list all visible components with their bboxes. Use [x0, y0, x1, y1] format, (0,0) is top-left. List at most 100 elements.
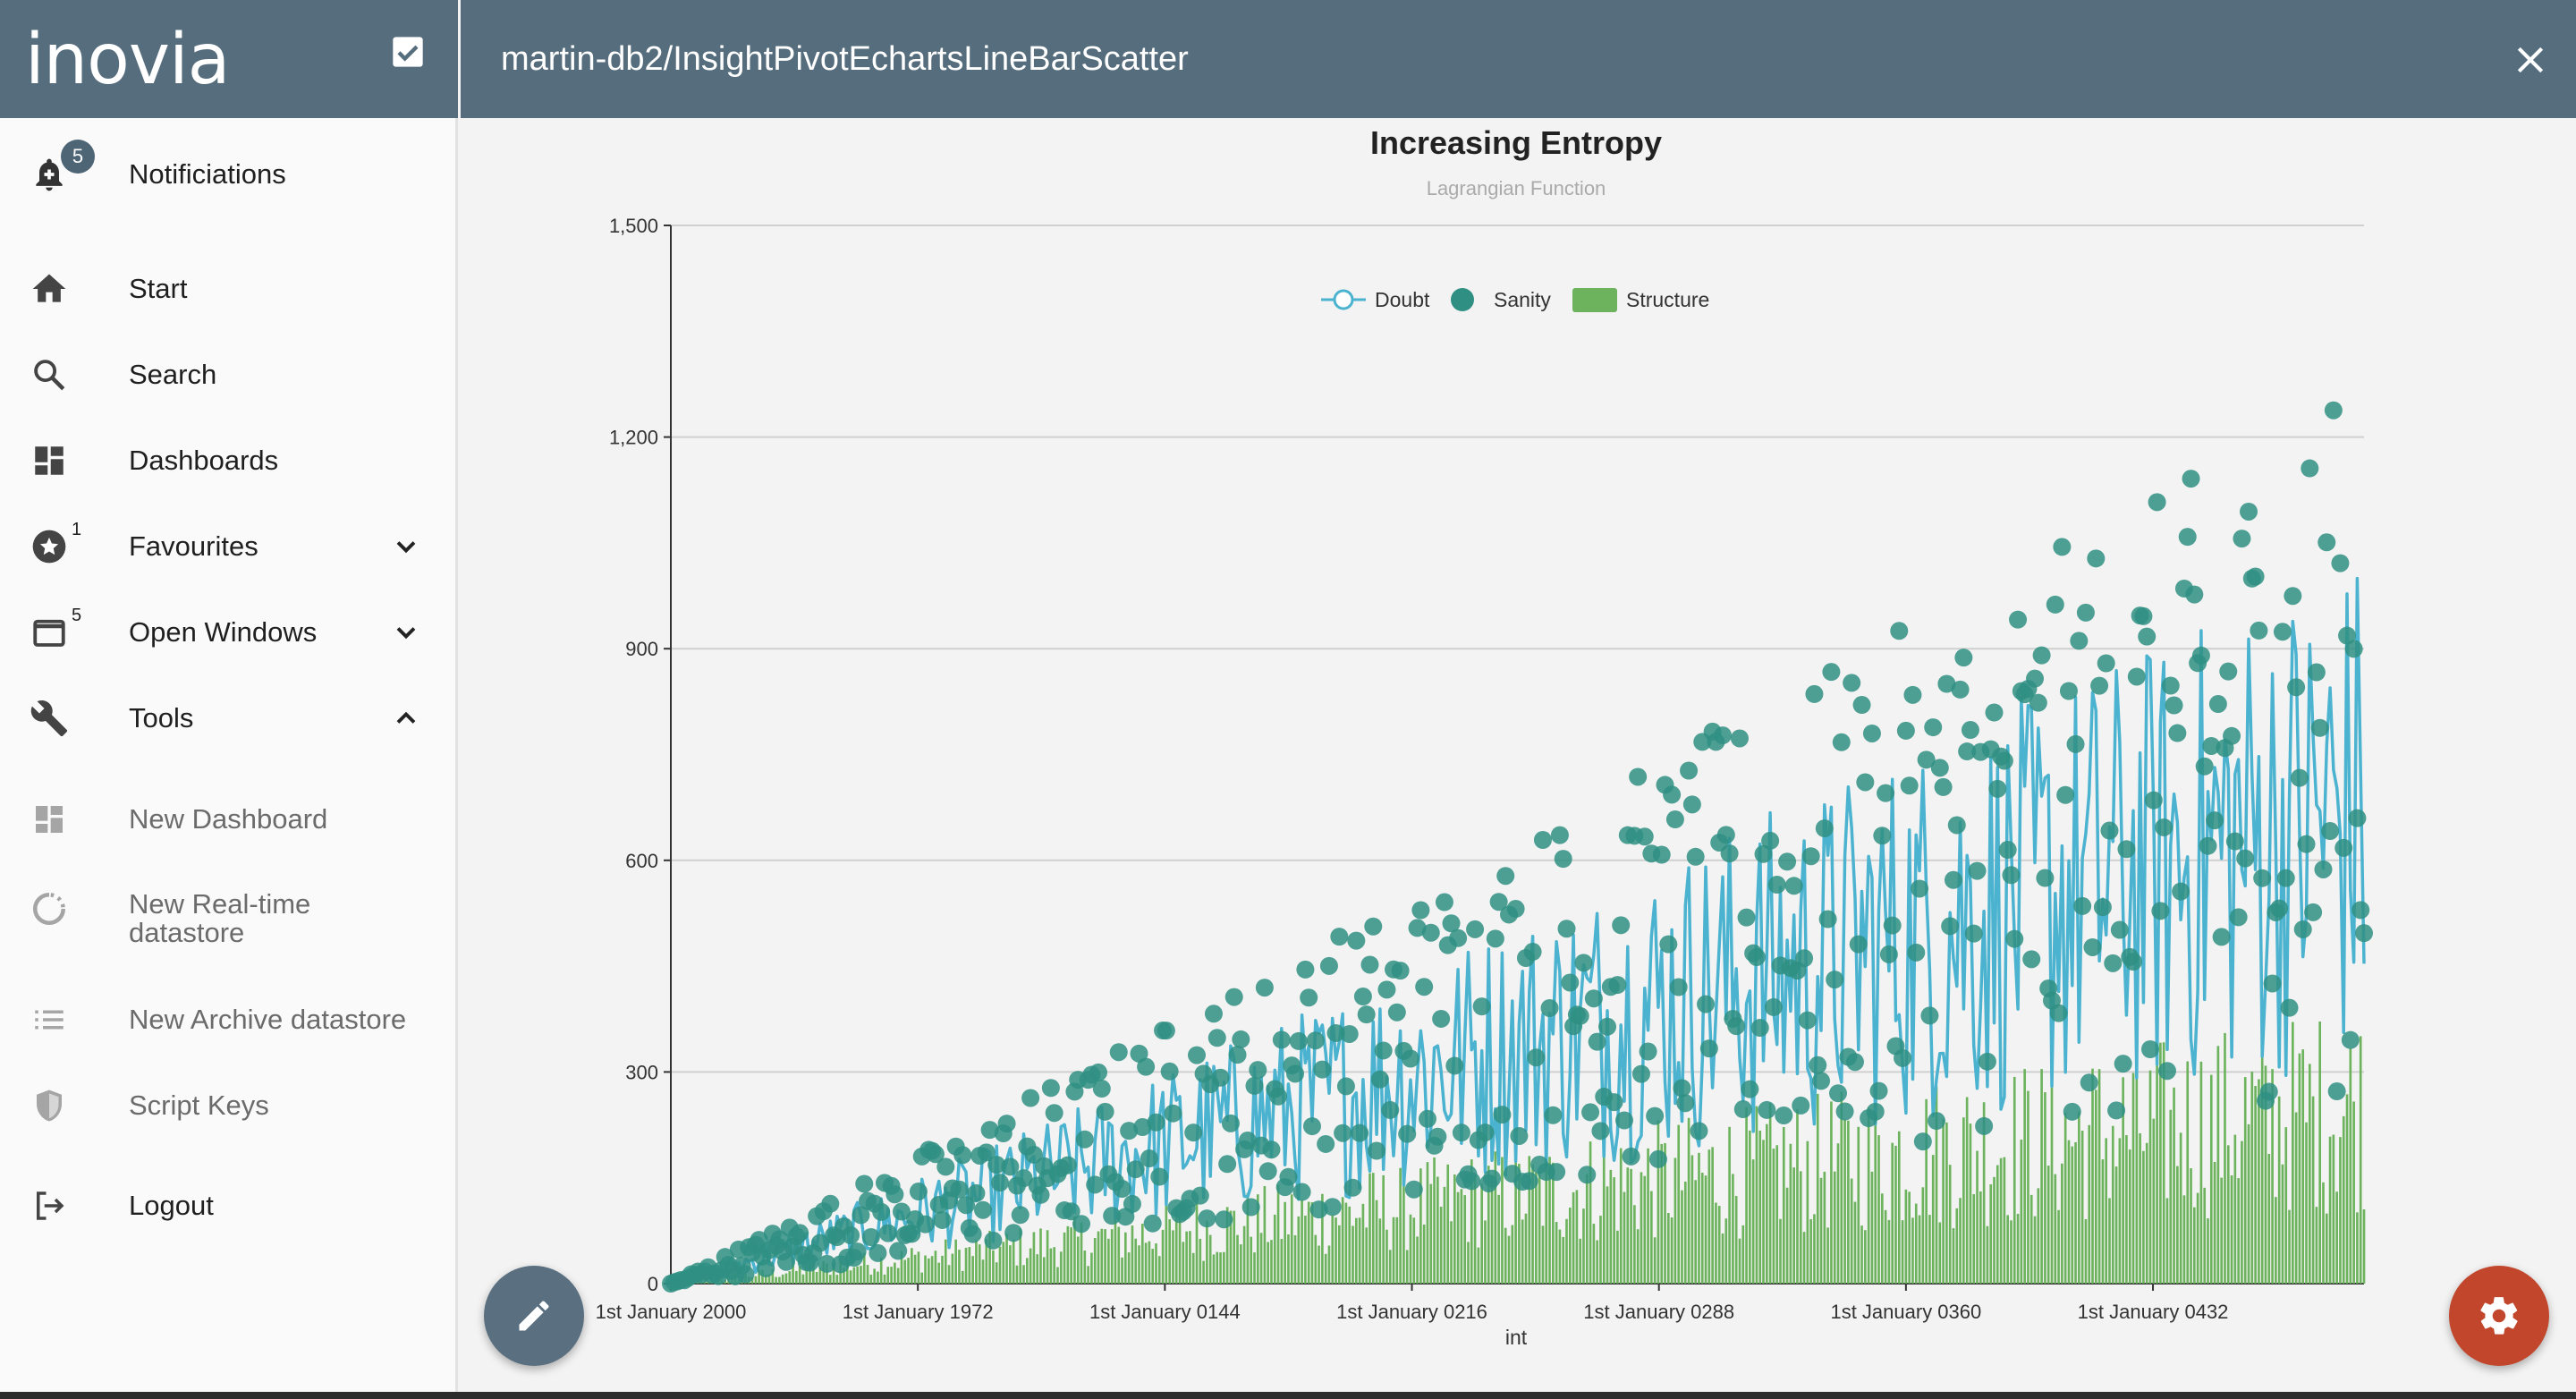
- structure-bar: [1606, 1186, 1609, 1284]
- structure-bar: [2044, 1092, 2046, 1284]
- sanity-point: [984, 1231, 1003, 1250]
- structure-bar: [886, 1267, 890, 1284]
- sanity-point: [1357, 1005, 1376, 1024]
- structure-bar: [1402, 1164, 1405, 1284]
- structure-bar: [1453, 1174, 1456, 1284]
- sanity-point: [2056, 785, 2075, 804]
- structure-bar: [1456, 1191, 1460, 1284]
- sanity-point: [2233, 530, 2251, 548]
- structure-bar: [1348, 1206, 1352, 1284]
- structure-bar: [2074, 1141, 2077, 1284]
- structure-bar: [1901, 1220, 1904, 1284]
- structure-bar: [2322, 1182, 2325, 1284]
- structure-bar: [1148, 1241, 1151, 1284]
- sidebar-item-favourites[interactable]: 1 Favourites: [0, 511, 458, 582]
- structure-bar: [1140, 1224, 1144, 1284]
- sanity-point: [1249, 1061, 1267, 1080]
- structure-bar: [2288, 1209, 2291, 1284]
- structure-bar: [1850, 1178, 1853, 1284]
- sidebar-item-open-windows[interactable]: 5 Open Windows: [0, 597, 458, 668]
- structure-bar: [1172, 1230, 1174, 1284]
- structure-bar: [1100, 1228, 1104, 1284]
- sanity-point: [936, 1157, 955, 1176]
- legend-item-structure[interactable]: Structure: [1572, 288, 1709, 312]
- structure-bar: [1717, 1206, 1721, 1284]
- sanity-point: [1798, 1011, 1817, 1030]
- shield-icon: [27, 1083, 72, 1128]
- structure-bar: [1683, 1181, 1687, 1284]
- settings-button[interactable]: [2449, 1266, 2549, 1366]
- structure-bar: [1107, 1238, 1110, 1284]
- structure-bar: [2084, 1218, 2088, 1284]
- structure-bar: [1732, 1174, 1734, 1284]
- sanity-point: [1062, 1202, 1080, 1221]
- sanity-point: [1092, 1080, 1111, 1098]
- structure-bar: [1758, 1130, 1762, 1284]
- edit-button[interactable]: [484, 1266, 584, 1366]
- structure-bar: [1219, 1252, 1222, 1284]
- structure-bar: [873, 1268, 876, 1284]
- sidebar-item-search[interactable]: Search: [0, 339, 458, 411]
- structure-bar: [1439, 1207, 1443, 1284]
- sanity-point: [1058, 1156, 1077, 1174]
- sanity-point: [1591, 1122, 1610, 1140]
- sanity-point: [1418, 1109, 1436, 1128]
- sanity-point: [1578, 1166, 1597, 1184]
- sanity-point: [1323, 1198, 1342, 1217]
- chevron-down-icon[interactable]: [390, 616, 422, 649]
- sidebar-item-logout[interactable]: Logout: [0, 1170, 458, 1242]
- sidebar-item-dashboards[interactable]: Dashboards: [0, 425, 458, 496]
- structure-bar: [1416, 1236, 1419, 1284]
- structure-bar: [1263, 1185, 1267, 1284]
- y-tick-label: 1,500: [609, 215, 658, 237]
- checkbox-icon[interactable]: [390, 34, 426, 70]
- sanity-point: [1750, 1019, 1769, 1038]
- sidebar-item-start[interactable]: Start: [0, 253, 458, 325]
- chevron-up-icon[interactable]: [390, 702, 422, 734]
- sanity-point: [2097, 654, 2115, 673]
- sanity-point: [990, 1174, 1009, 1192]
- structure-bar: [1650, 1191, 1653, 1284]
- sidebar-item-new-dashboard[interactable]: New Dashboard: [0, 784, 458, 855]
- sidebar-item-new-archive-datastore[interactable]: New Archive datastore: [0, 984, 458, 1056]
- structure-bar: [2362, 1208, 2366, 1284]
- sidebar-item-tools[interactable]: Tools: [0, 683, 458, 754]
- sanity-point: [1784, 877, 1803, 895]
- structure-bar: [2294, 1112, 2298, 1284]
- sidebar-item-new-realtime-datastore[interactable]: New Real-time datastore: [0, 870, 458, 969]
- sidebar-item-notifications[interactable]: Notificiations: [0, 139, 458, 210]
- sanity-point: [1370, 1070, 1389, 1089]
- sanity-point: [1635, 827, 1654, 846]
- legend-item-doubt[interactable]: Doubt: [1321, 288, 1430, 311]
- sidebar-item-script-keys[interactable]: Script Keys: [0, 1070, 458, 1141]
- structure-bar: [2209, 1074, 2213, 1284]
- sanity-point: [1873, 827, 1892, 845]
- legend-item-sanity[interactable]: Sanity: [1451, 288, 1551, 311]
- sanity-point: [2191, 646, 2210, 665]
- structure-bar: [860, 1266, 862, 1284]
- close-icon[interactable]: [2513, 43, 2547, 77]
- chevron-down-icon[interactable]: [390, 530, 422, 563]
- sanity-point: [1289, 1031, 1308, 1050]
- sanity-point: [1944, 870, 1962, 889]
- structure-bar: [1545, 1157, 1548, 1284]
- sanity-point: [1523, 943, 1542, 962]
- sanity-point: [1140, 1149, 1158, 1168]
- structure-bar: [2016, 1214, 2020, 1284]
- sanity-point: [1137, 1057, 1156, 1076]
- structure-bar: [2243, 1077, 2247, 1284]
- sanity-point: [1126, 1160, 1145, 1179]
- structure-bar: [2220, 1177, 2223, 1284]
- structure-bar: [2057, 1209, 2060, 1284]
- structure-bar: [1206, 1220, 1208, 1284]
- sanity-point: [2087, 549, 2106, 568]
- structure-bar: [771, 1268, 775, 1284]
- structure-bar: [941, 1255, 944, 1284]
- legend[interactable]: Doubt Sanity Structure: [1321, 288, 1709, 312]
- sanity-point: [1818, 910, 1837, 928]
- structure-bar: [1191, 1252, 1195, 1284]
- structure-bar: [1921, 1187, 1925, 1284]
- structure-bar: [924, 1255, 927, 1284]
- structure-bar: [1955, 1208, 1959, 1284]
- sanity-point: [1272, 1030, 1291, 1049]
